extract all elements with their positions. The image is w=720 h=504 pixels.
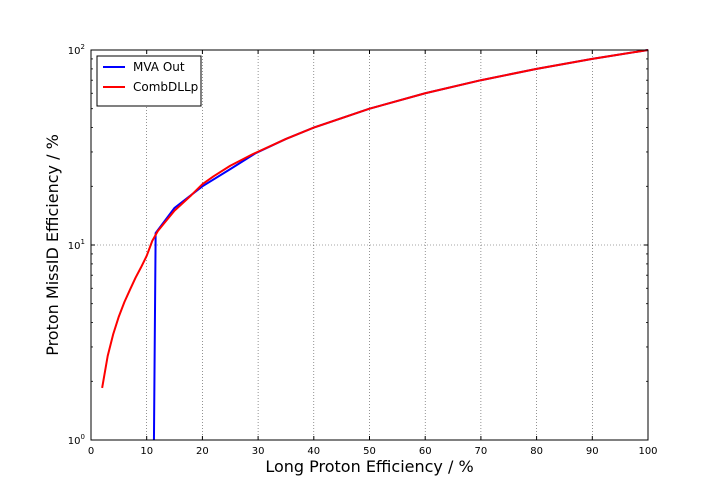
x-tick-label: 20 xyxy=(196,446,209,457)
x-tick-label: 40 xyxy=(307,446,320,457)
y-tick-label: 100 xyxy=(68,433,85,447)
legend-label: MVA Out xyxy=(133,60,185,74)
series-lines xyxy=(101,49,649,441)
y-tick-label: 101 xyxy=(68,238,85,252)
x-tick-label: 70 xyxy=(475,446,488,457)
legend-box xyxy=(96,55,202,107)
x-tick-label: 90 xyxy=(586,446,599,457)
x-axis-label: Long Proton Efficiency / % xyxy=(265,457,473,476)
y-axis-ticks: 100 101 102 xyxy=(68,43,648,447)
x-tick-label: 50 xyxy=(363,446,376,457)
grid-lines xyxy=(91,50,648,440)
x-axis-ticks: 0 10 20 30 40 50 60 70 80 90 100 xyxy=(88,50,658,457)
legend-label: CombDLLp xyxy=(133,80,198,94)
x-tick-label: 30 xyxy=(252,446,265,457)
x-tick-label: 60 xyxy=(419,446,432,457)
x-tick-label: 0 xyxy=(88,446,94,457)
legend: MVA Out CombDLLp xyxy=(96,55,202,107)
y-axis-label: Proton MissID Efficiency / % xyxy=(43,134,62,356)
x-tick-label: 100 xyxy=(638,446,657,457)
x-tick-label: 10 xyxy=(140,446,153,457)
y-tick-label: 102 xyxy=(68,43,85,57)
series-line-combdllp xyxy=(101,49,649,389)
x-tick-label: 80 xyxy=(530,446,543,457)
